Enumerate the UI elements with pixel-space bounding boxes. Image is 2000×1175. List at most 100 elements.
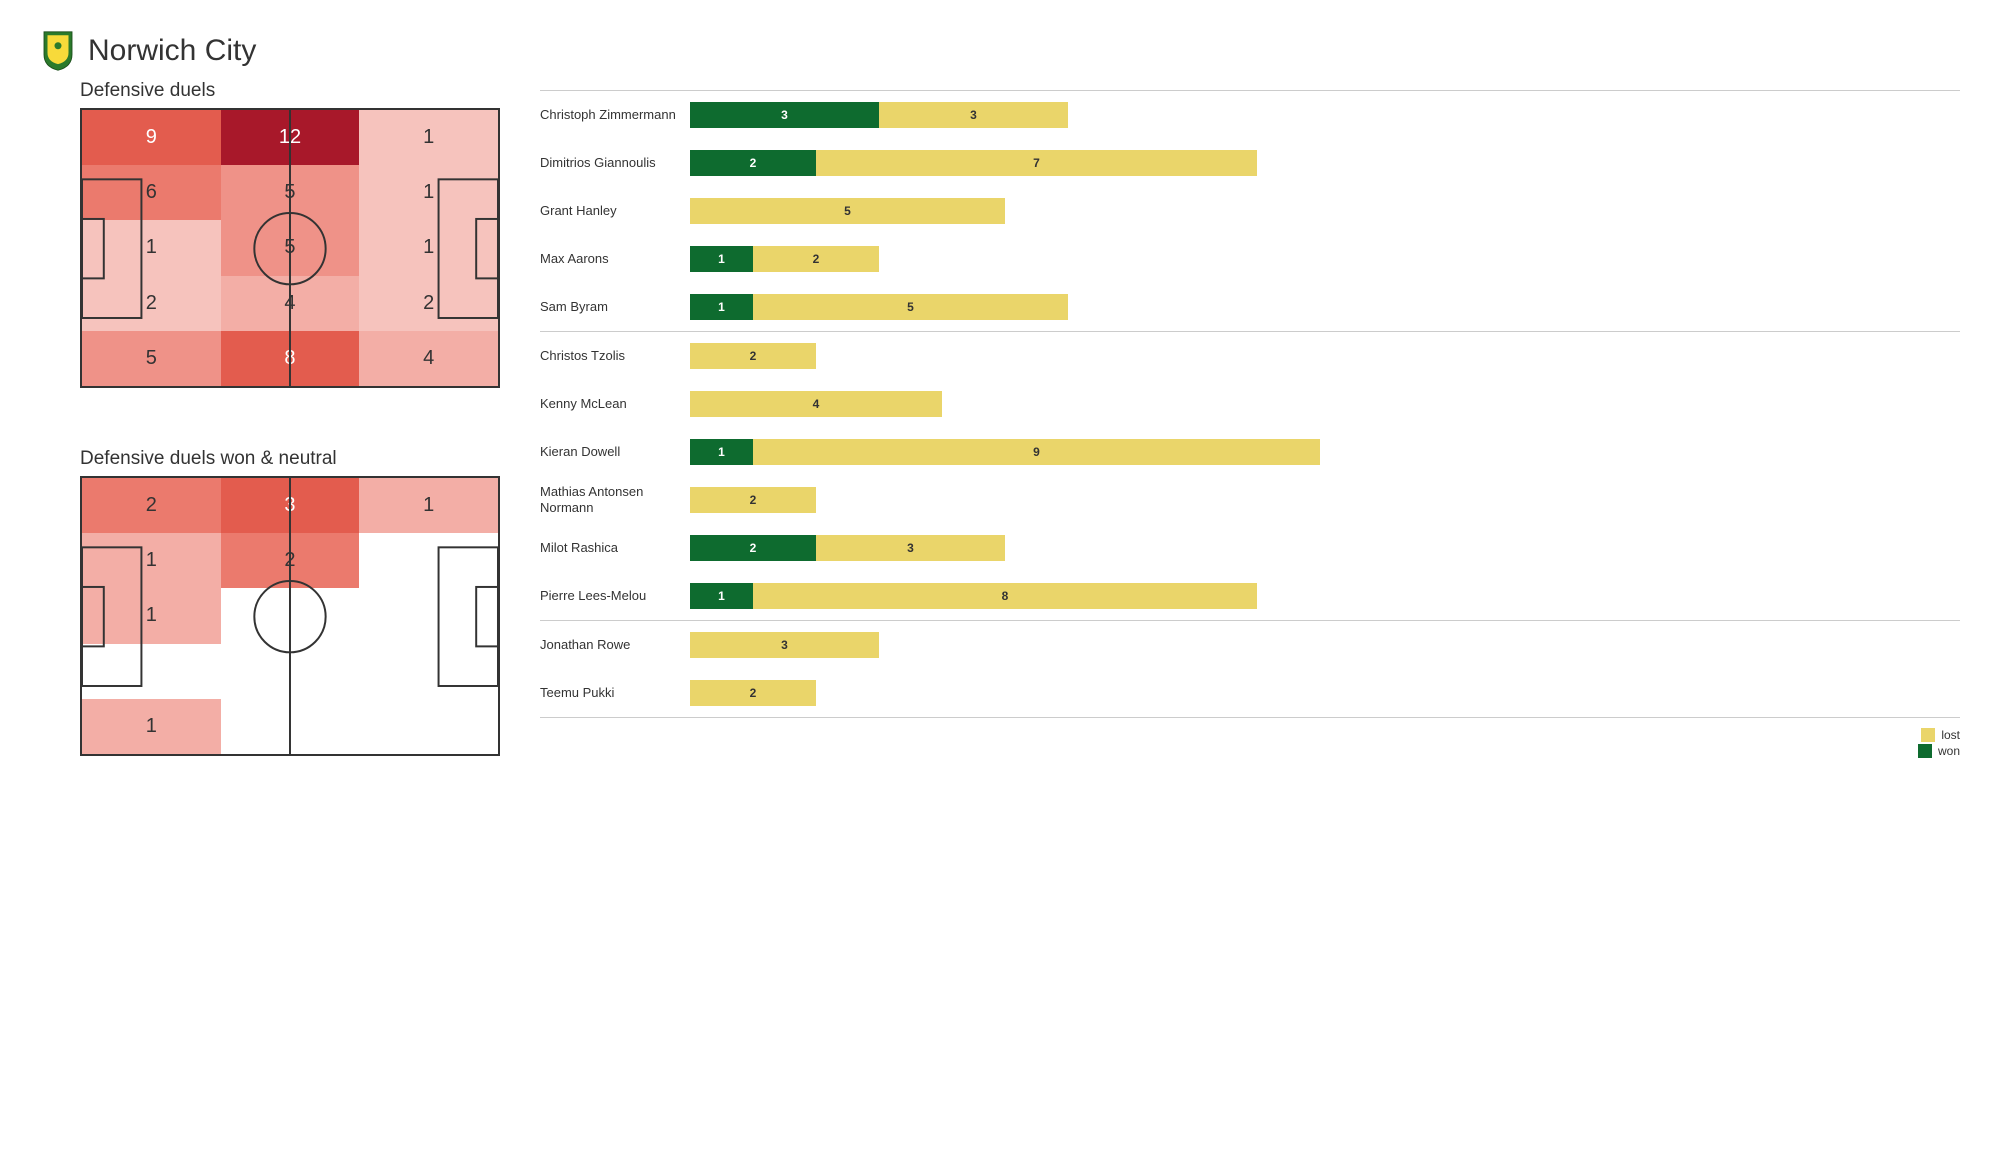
heatmap-cell: 1 — [82, 220, 221, 275]
heatmap-cell — [221, 588, 360, 643]
bar-segment-lost: 2 — [690, 680, 816, 706]
legend-item: lost — [1921, 728, 1960, 742]
player-name: Grant Hanley — [540, 203, 690, 219]
heatmap-cell: 5 — [221, 220, 360, 275]
heatmap-section: Defensive duels won & neutral2311211 — [40, 448, 480, 756]
pitch-grid: 2311211 — [82, 478, 498, 754]
player-row: Sam Byram15 — [540, 283, 1960, 331]
bar-segment-won: 1 — [690, 246, 753, 272]
player-name: Pierre Lees-Melou — [540, 588, 690, 604]
bar-track: 2 — [690, 487, 1960, 513]
player-row: Jonathan Rowe3 — [540, 621, 1960, 669]
bar-segment-lost: 2 — [753, 246, 879, 272]
player-row: Kenny McLean4 — [540, 380, 1960, 428]
main-layout: Defensive duels9121651151242584 Defensiv… — [40, 80, 1960, 816]
heatmap-cell: 4 — [359, 331, 498, 386]
bar-segment-won: 1 — [690, 294, 753, 320]
player-name: Kieran Dowell — [540, 444, 690, 460]
bar-segment-lost: 2 — [690, 487, 816, 513]
legend-label: lost — [1941, 728, 1960, 742]
bar-chart-column: Christoph Zimmermann33Dimitrios Giannoul… — [540, 80, 1960, 816]
bar-track: 4 — [690, 391, 1960, 417]
heatmap-cell — [359, 533, 498, 588]
bar-segment-lost: 2 — [690, 343, 816, 369]
heatmap-cell: 6 — [82, 165, 221, 220]
bar-segment-lost: 3 — [816, 535, 1005, 561]
heatmap-cell: 3 — [221, 478, 360, 533]
heatmap-cell: 4 — [221, 276, 360, 331]
player-name: Dimitrios Giannoulis — [540, 155, 690, 171]
player-name: Mathias Antonsen Normann — [540, 484, 690, 515]
heatmap-cell: 9 — [82, 110, 221, 165]
player-row: Teemu Pukki2 — [540, 669, 1960, 717]
bar-segment-lost: 8 — [753, 583, 1257, 609]
player-name: Jonathan Rowe — [540, 637, 690, 653]
legend-swatch — [1921, 728, 1935, 742]
heatmap-cell — [82, 644, 221, 699]
heatmap-cell: 2 — [82, 478, 221, 533]
heatmap-cell: 2 — [82, 276, 221, 331]
bar-segment-won: 2 — [690, 150, 816, 176]
player-row: Grant Hanley5 — [540, 187, 1960, 235]
player-row: Max Aarons12 — [540, 235, 1960, 283]
heatmap-title: Defensive duels — [80, 80, 480, 102]
pitch: 9121651151242584 — [80, 108, 500, 388]
player-name: Sam Byram — [540, 299, 690, 315]
bar-segment-lost: 3 — [879, 102, 1068, 128]
bar-track: 3 — [690, 632, 1960, 658]
bar-track: 2 — [690, 343, 1960, 369]
legend-swatch — [1918, 744, 1932, 758]
bar-segment-lost: 5 — [753, 294, 1068, 320]
bar-track: 27 — [690, 150, 1960, 176]
heatmap-cell — [359, 644, 498, 699]
heatmap-cell: 1 — [82, 533, 221, 588]
club-crest-icon — [40, 30, 76, 72]
heatmap-cell — [221, 699, 360, 754]
player-name: Kenny McLean — [540, 396, 690, 412]
legend-item: won — [1918, 744, 1960, 758]
player-name: Christos Tzolis — [540, 348, 690, 364]
heatmap-title: Defensive duels won & neutral — [80, 448, 480, 470]
bar-track: 19 — [690, 439, 1960, 465]
pitch-grid: 9121651151242584 — [82, 110, 498, 386]
heatmap-section: Defensive duels9121651151242584 — [40, 80, 480, 388]
heatmap-cell: 1 — [359, 165, 498, 220]
heatmap-cell: 1 — [359, 478, 498, 533]
player-row: Christos Tzolis2 — [540, 332, 1960, 380]
heatmap-cell: 1 — [82, 699, 221, 754]
player-row: Pierre Lees-Melou18 — [540, 572, 1960, 620]
heatmap-cell: 12 — [221, 110, 360, 165]
bar-track: 15 — [690, 294, 1960, 320]
heatmap-cell: 2 — [221, 533, 360, 588]
bar-segment-won: 1 — [690, 439, 753, 465]
heatmap-cell: 5 — [82, 331, 221, 386]
player-row: Mathias Antonsen Normann2 — [540, 476, 1960, 524]
group-divider — [540, 717, 1960, 718]
heatmap-cell: 8 — [221, 331, 360, 386]
bar-segment-lost: 4 — [690, 391, 942, 417]
heatmap-cell — [221, 644, 360, 699]
heatmap-cell: 1 — [82, 588, 221, 643]
pitch: 2311211 — [80, 476, 500, 756]
bar-segment-won: 2 — [690, 535, 816, 561]
player-row: Dimitrios Giannoulis27 — [540, 139, 1960, 187]
bar-segment-lost: 7 — [816, 150, 1257, 176]
player-name: Teemu Pukki — [540, 685, 690, 701]
bar-segment-won: 3 — [690, 102, 879, 128]
player-row: Christoph Zimmermann33 — [540, 91, 1960, 139]
bar-segment-lost: 5 — [690, 198, 1005, 224]
player-name: Max Aarons — [540, 251, 690, 267]
heatmap-cell — [359, 588, 498, 643]
player-name: Milot Rashica — [540, 540, 690, 556]
bar-track: 33 — [690, 102, 1960, 128]
bar-track: 2 — [690, 680, 1960, 706]
heatmap-cell: 5 — [221, 165, 360, 220]
legend-label: won — [1938, 744, 1960, 758]
bar-track: 23 — [690, 535, 1960, 561]
player-name: Christoph Zimmermann — [540, 107, 690, 123]
heatmap-cell: 2 — [359, 276, 498, 331]
heatmaps-column: Defensive duels9121651151242584 Defensiv… — [40, 80, 480, 816]
bar-segment-lost: 9 — [753, 439, 1320, 465]
bar-track: 5 — [690, 198, 1960, 224]
player-row: Milot Rashica23 — [540, 524, 1960, 572]
